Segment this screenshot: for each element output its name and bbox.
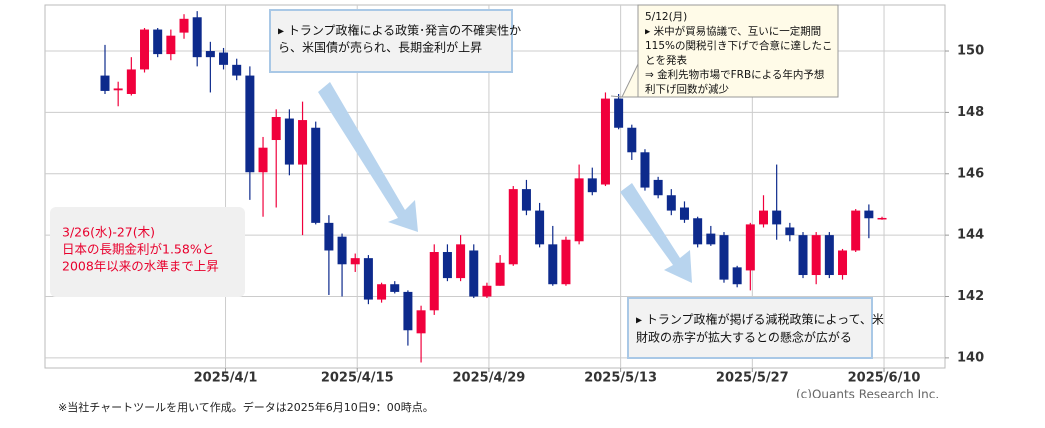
candle-body (759, 210, 768, 225)
annotation-box (637, 4, 839, 98)
candle-body (785, 227, 795, 236)
x-tick-label: 2025/6/10 (848, 371, 921, 386)
candle-body (403, 291, 413, 331)
candle-body (495, 262, 505, 286)
candle-body (416, 310, 426, 334)
candle-body (508, 189, 518, 265)
y-tick-label: 150 (957, 44, 984, 59)
x-tick-label: 2025/5/27 (716, 371, 789, 386)
annotation-text: ▸ トランプ政権による政策･発言の不確実性か (278, 23, 521, 38)
candle-body (324, 222, 334, 251)
candle-body (666, 195, 676, 211)
annotation-text: 日本の長期金利が1.58%と (62, 242, 214, 257)
x-tick-label: 2025/5/13 (584, 371, 657, 386)
y-tick-label: 144 (957, 228, 984, 243)
candle-body (232, 64, 242, 76)
annotation-text: ら、米国債が売られ、長期金利が上昇 (278, 40, 482, 55)
annotation-text: 3/26(水)-27(木) (62, 225, 155, 240)
annotation-box (627, 297, 873, 359)
candle-body (719, 235, 729, 280)
annotation-box (269, 9, 513, 73)
candle-body (838, 250, 848, 276)
annotation-text: 115%の関税引き下げで合意に達したこ (645, 39, 833, 52)
callout-pointer (610, 95, 623, 98)
candle-body (706, 233, 716, 245)
y-tick-label: 140 (957, 350, 984, 365)
candle-body (798, 235, 808, 276)
candle-body (561, 239, 571, 285)
annotation-text: とを発表 (645, 54, 687, 67)
y-tick-label: 146 (957, 166, 984, 181)
candle-body (732, 267, 742, 285)
x-tick-label: 2025/4/29 (453, 371, 526, 386)
y-tick-label: 142 (957, 289, 984, 304)
arrow (318, 82, 418, 232)
footer-bg (0, 398, 1045, 428)
arrow (620, 183, 692, 283)
candle-body (113, 88, 123, 91)
candle-body (851, 210, 861, 251)
annotation-text: 5/12(月) (645, 11, 687, 23)
candle-body (126, 69, 136, 94)
candle-body (772, 210, 782, 225)
candle-body (298, 120, 308, 165)
annotation-text: ▸ 米中が貿易協議で、互いに一定期間 (645, 25, 821, 38)
candle-body (390, 284, 400, 292)
candle-body (614, 98, 624, 128)
candle-body (100, 75, 110, 91)
candle-body (824, 235, 834, 276)
candle-body (166, 35, 176, 55)
footnote: ※当社チャートツールを用いて作成。データは2025年6月10日9：00時点。 (58, 400, 434, 414)
annotation-text: 2008年以来の水準まで上昇 (62, 259, 219, 274)
candles (100, 11, 887, 363)
candle-body (192, 17, 202, 58)
candle-body (205, 51, 215, 58)
candle-body (521, 189, 531, 211)
candle-body (429, 252, 439, 311)
annotation-text: ▸ トランプ政権が掲げる減税政策によって、米 (636, 312, 884, 327)
annotation-text: 財政の赤字が拡大するとの懸念が広がる (636, 330, 852, 345)
candle-body (574, 178, 584, 242)
candle-body (153, 29, 163, 55)
candle-body (284, 118, 294, 165)
candle-body (877, 217, 887, 220)
candle-body (811, 235, 821, 276)
candle-body (442, 252, 452, 279)
candle-body (627, 127, 637, 153)
x-tick-label: 2025/4/15 (321, 371, 394, 386)
candle-body (245, 75, 255, 173)
candle-body (745, 224, 755, 271)
candle-body (548, 244, 558, 285)
candle-body (482, 285, 492, 297)
candle-body (219, 52, 229, 65)
candle-body (337, 236, 347, 265)
y-tick-label: 148 (957, 105, 984, 120)
candle-body (693, 218, 703, 245)
candle-body (363, 258, 373, 300)
candle-body (679, 207, 689, 220)
annotation-text: ⇒ 金利先物市場でFRBによる年内予想 (645, 68, 824, 81)
candle-body (271, 116, 281, 141)
candle-body (377, 284, 387, 300)
x-tick-label: 2025/4/1 (194, 371, 258, 386)
annotation-box (50, 207, 245, 297)
candle-body (587, 178, 597, 193)
candle-body (640, 152, 650, 188)
candle-body (469, 250, 479, 297)
candle-body (350, 258, 360, 265)
candle-body (653, 179, 663, 196)
candle-body (140, 29, 150, 70)
candle-body (456, 244, 466, 279)
candle-body (258, 147, 268, 173)
candle-body (311, 127, 321, 223)
candle-body (179, 18, 189, 33)
candle-body (535, 210, 545, 245)
candle-body (864, 210, 874, 219)
annotation-text: 利下げ回数が減少 (645, 83, 729, 96)
candle-body (600, 98, 610, 185)
